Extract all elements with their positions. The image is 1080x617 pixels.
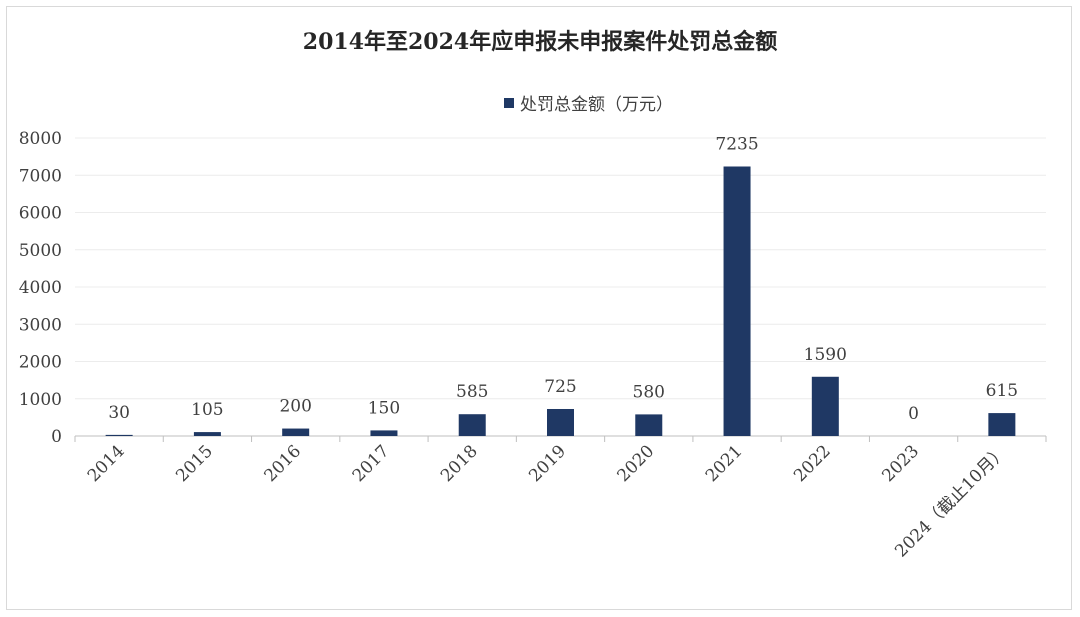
data-label: 0: [908, 404, 919, 424]
bar: [547, 408, 574, 436]
bar: [635, 414, 663, 436]
x-tick-label: 2015: [172, 441, 217, 486]
bar: [370, 430, 398, 436]
y-tick-label: 4000: [19, 278, 62, 298]
bar: [811, 376, 839, 436]
x-tick-label: 2018: [437, 441, 482, 486]
legend-label: 处罚总金额（万元）: [520, 95, 673, 115]
chart-frame: [6, 6, 1072, 610]
data-label: 580: [633, 382, 665, 402]
y-tick-label: 1000: [19, 390, 62, 410]
y-tick-label: 6000: [19, 204, 62, 224]
bar: [105, 434, 133, 436]
x-tick-label: 2020: [614, 441, 659, 486]
data-label: 615: [986, 381, 1018, 401]
bar: [282, 428, 310, 436]
data-label: 725: [544, 377, 576, 397]
y-tick-label: 5000: [19, 241, 62, 261]
chart-legend: 处罚总金额（万元）: [504, 90, 673, 115]
y-tick-label: 0: [51, 427, 62, 447]
data-label: 1590: [804, 345, 847, 365]
data-label: 7235: [715, 134, 758, 154]
y-tick-label: 2000: [19, 353, 62, 373]
data-label: 150: [368, 398, 400, 418]
x-tick-label: 2016: [260, 441, 305, 486]
y-tick-label: 8000: [19, 129, 62, 149]
data-label: 105: [191, 400, 223, 420]
bar: [458, 414, 486, 436]
data-label: 585: [456, 382, 488, 402]
x-tick-label: 2022: [790, 441, 835, 486]
x-tick-label: 2019: [525, 441, 570, 486]
x-tick-label: 2017: [349, 441, 394, 486]
chart-title: 2014年至2024年应申报未申报案件处罚总金额: [302, 29, 778, 55]
x-tick-label: 2014: [84, 441, 129, 486]
bar: [988, 413, 1016, 436]
x-tick-label: 2021: [702, 441, 747, 486]
y-tick-label: 7000: [19, 166, 62, 186]
y-tick-label: 3000: [19, 315, 62, 335]
data-label: 200: [279, 397, 311, 417]
x-tick-label: 2023: [878, 441, 923, 486]
bar: [193, 432, 221, 436]
legend-swatch: [504, 97, 514, 108]
data-label: 30: [108, 403, 130, 423]
bar: [723, 166, 751, 436]
